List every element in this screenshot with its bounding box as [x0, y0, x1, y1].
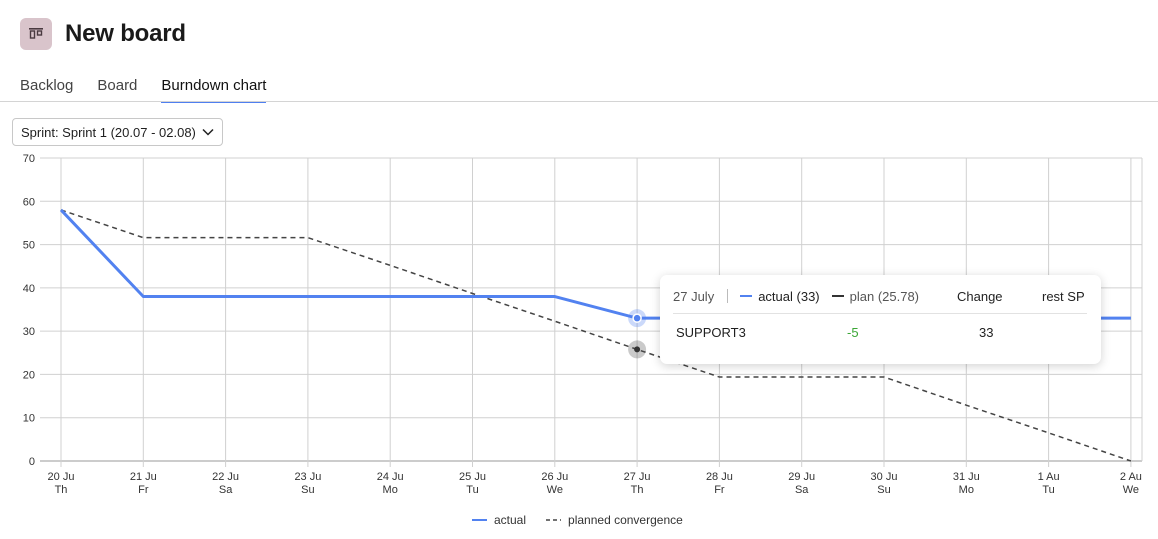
- sprint-select[interactable]: Sprint: Sprint 1 (20.07 - 02.08): [12, 118, 223, 146]
- x-tick-weekday: Tu: [466, 484, 478, 496]
- x-tick-weekday: Sa: [219, 484, 233, 496]
- y-tick-label: 20: [23, 369, 35, 381]
- tooltip-task[interactable]: SUPPORT3: [676, 325, 746, 340]
- page-title: New board: [65, 19, 186, 47]
- x-tick-label: 26 Ju: [541, 471, 568, 483]
- x-tick-weekday: We: [1123, 484, 1139, 496]
- x-tick-weekday: We: [547, 484, 563, 496]
- x-tick-weekday: Sa: [795, 484, 809, 496]
- actual-highlight-point: [632, 313, 642, 323]
- tooltip-date: 27 July: [673, 288, 715, 304]
- x-tick-label: 28 Ju: [706, 471, 733, 483]
- y-tick-label: 0: [29, 456, 35, 468]
- x-tick-weekday: Mo: [383, 484, 398, 496]
- tooltip-rest-value: 33: [979, 325, 994, 340]
- y-axis: 0 10 20 30 40 50 60 70: [23, 153, 35, 468]
- x-tick-label: 23 Ju: [294, 471, 321, 483]
- x-tick-label: 29 Ju: [788, 471, 815, 483]
- y-tick-label: 30: [23, 326, 35, 338]
- x-tick-label: 22 Ju: [212, 471, 239, 483]
- x-tick-weekday: Mo: [959, 484, 974, 496]
- sprint-select-value: Sprint: Sprint 1 (20.07 - 02.08): [21, 124, 196, 140]
- tooltip-separator: [727, 289, 729, 303]
- x-tick-weekday: Su: [877, 484, 890, 496]
- chart-tooltip: 27 July actual (33) plan (25.78) Change …: [660, 275, 1101, 364]
- x-tick-weekday: Su: [301, 484, 314, 496]
- x-tick-label: 21 Ju: [130, 471, 157, 483]
- x-tick-label: 1 Au: [1038, 471, 1060, 483]
- y-tick-label: 60: [23, 196, 35, 208]
- tab-bar: Backlog Board Burndown chart: [20, 74, 290, 103]
- x-tick-label: 31 Ju: [953, 471, 980, 483]
- tooltip-change-value: -5: [847, 325, 859, 340]
- tooltip-actual: actual (33): [740, 289, 820, 304]
- y-tick-label: 10: [23, 413, 35, 425]
- chevron-down-icon: [202, 128, 214, 136]
- board-icon: [20, 17, 52, 50]
- tooltip-divider: [673, 313, 1087, 314]
- tooltip-row: SUPPORT3 -5 33: [676, 325, 1087, 341]
- y-tick-label: 40: [23, 283, 35, 295]
- x-tick-weekday: Th: [631, 484, 644, 496]
- tooltip-plan: plan (25.78): [831, 289, 919, 304]
- tabs-divider: [0, 101, 1158, 102]
- x-tick-label: 27 Ju: [624, 471, 651, 483]
- chart-legend: actual planned convergence: [472, 513, 703, 527]
- tooltip-col-rest: rest SP: [1042, 288, 1085, 304]
- y-tick-label: 70: [23, 153, 35, 165]
- x-tick-label: 25 Ju: [459, 471, 486, 483]
- x-tick-label: 20 Ju: [48, 471, 75, 483]
- x-tick-weekday: Tu: [1042, 484, 1054, 496]
- legend-actual[interactable]: actual: [472, 513, 526, 527]
- x-tick-weekday: Fr: [138, 484, 149, 496]
- tab-backlog[interactable]: Backlog: [20, 77, 74, 94]
- y-tick-label: 50: [23, 240, 35, 252]
- x-tick-weekday: Fr: [714, 484, 725, 496]
- board-header: New board: [20, 17, 186, 50]
- series-planned-convergence: [60, 209, 1132, 462]
- x-tick-label: 24 Ju: [377, 471, 404, 483]
- plan-highlight-point: [634, 346, 641, 353]
- x-tick-label: 30 Ju: [871, 471, 898, 483]
- legend-planned[interactable]: planned convergence: [546, 513, 683, 527]
- tab-burndown-chart[interactable]: Burndown chart: [161, 74, 267, 103]
- x-tick-label: 2 Au: [1120, 471, 1142, 483]
- x-tick-weekday: Th: [55, 484, 68, 496]
- tooltip-col-change: Change: [957, 288, 1003, 304]
- tab-board[interactable]: Board: [97, 77, 138, 94]
